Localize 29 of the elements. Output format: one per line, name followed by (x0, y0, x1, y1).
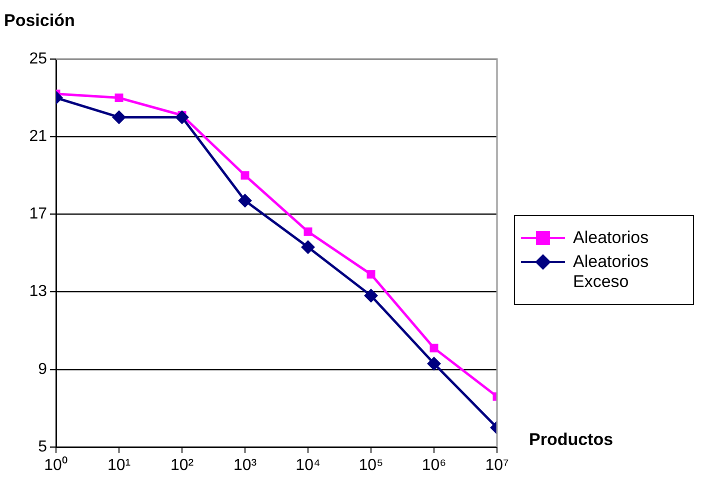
x-tick-label: 10⁰ (44, 456, 68, 474)
x-tick-label: 10² (170, 457, 194, 474)
point (364, 288, 378, 303)
point (240, 171, 250, 180)
y-tick-label: 5 (38, 438, 48, 456)
x-tick-label: 10⁶ (422, 457, 446, 474)
point (112, 110, 126, 124)
point (430, 344, 438, 352)
point (366, 270, 376, 279)
x-tick-label: 10⁵ (358, 457, 384, 474)
x-tick-label: 10⁴ (296, 457, 320, 474)
point (301, 240, 315, 254)
legend-label: Aleatorios Exceso (573, 252, 650, 292)
x-tick-label: 10¹ (107, 457, 131, 474)
y-axis-title: Posición (4, 11, 75, 30)
point (114, 94, 124, 102)
y-tick-label: 13 (29, 283, 48, 300)
point (304, 227, 312, 236)
y-tick-label: 17 (29, 206, 48, 223)
x-tick-label: 10³ (233, 457, 258, 474)
point (238, 194, 252, 208)
x-axis-title: Productos (529, 430, 614, 449)
point (175, 110, 189, 124)
y-tick-label: 25 (29, 50, 48, 68)
point (427, 356, 441, 371)
y-tick-label: 21 (29, 128, 48, 146)
x-tick-label: 10⁷ (485, 457, 509, 474)
legend-label: Aleatorios (573, 228, 649, 248)
y-tick-label: 9 (38, 360, 48, 378)
